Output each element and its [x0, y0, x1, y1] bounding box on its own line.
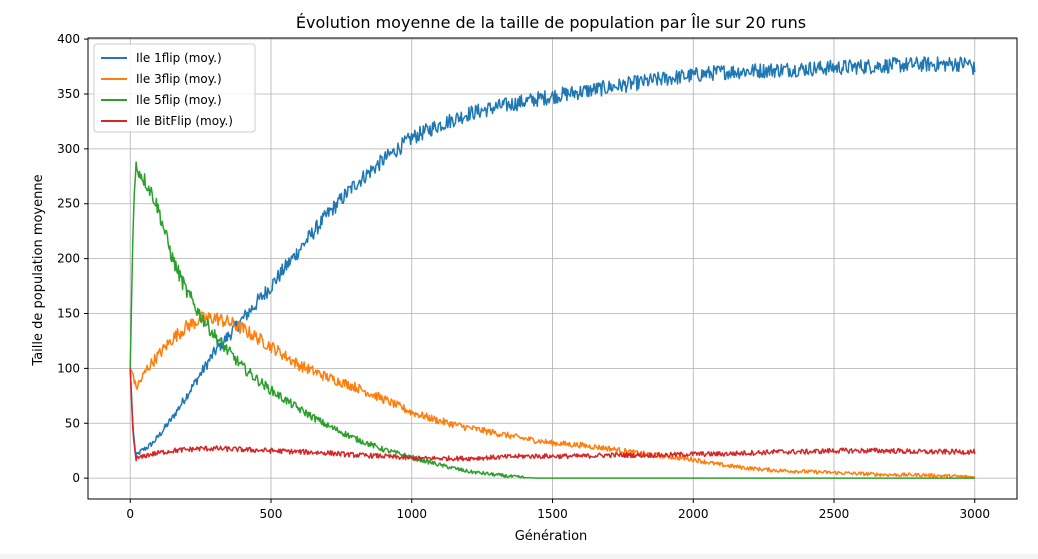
x-tick-label: 0	[126, 507, 134, 521]
y-tick-label: 300	[57, 142, 80, 156]
legend: Ile 1flip (moy.) Ile 3flip (moy.) Ile 5fli…	[93, 43, 256, 133]
series-line-4	[129, 368, 976, 462]
y-tick-label: 100	[57, 361, 80, 375]
legend-box	[93, 43, 256, 133]
x-axis-ticks: 0 500 1000 1500 2000 2500 3000	[126, 499, 990, 521]
x-tick-label: 2500	[819, 507, 850, 521]
legend-label: Ile 5flip (moy.)	[136, 93, 222, 107]
y-tick-label: 150	[57, 307, 80, 321]
x-tick-label: 3000	[959, 507, 990, 521]
x-tick-label: 500	[260, 507, 283, 521]
y-axis-label: Taille de population moyenne	[31, 174, 46, 366]
series-line-2	[129, 311, 976, 479]
x-tick-label: 2000	[678, 507, 709, 521]
y-tick-label: 400	[57, 32, 80, 46]
y-tick-label: 0	[72, 471, 80, 485]
y-axis-ticks: 0 50 100 150 200 250 300 350 400	[57, 32, 88, 485]
grid-lines	[88, 38, 1017, 499]
bottom-edge	[0, 554, 1038, 559]
series-lines	[129, 56, 976, 479]
y-tick-label: 250	[57, 197, 80, 211]
x-axis-label: Génération	[515, 529, 588, 544]
y-tick-label: 200	[57, 252, 80, 266]
legend-label: Ile 1flip (moy.)	[136, 51, 222, 65]
x-tick-label: 1000	[396, 507, 427, 521]
series-line-3	[129, 161, 975, 479]
y-tick-label: 350	[57, 87, 80, 101]
chart-title: Évolution moyenne de la taille de popula…	[296, 13, 806, 32]
legend-label: Ile BitFlip (moy.)	[136, 114, 233, 128]
legend-label: Ile 3flip (moy.)	[136, 72, 222, 86]
series-line-1	[129, 56, 976, 457]
x-tick-label: 1500	[537, 507, 568, 521]
y-tick-label: 50	[65, 416, 80, 430]
